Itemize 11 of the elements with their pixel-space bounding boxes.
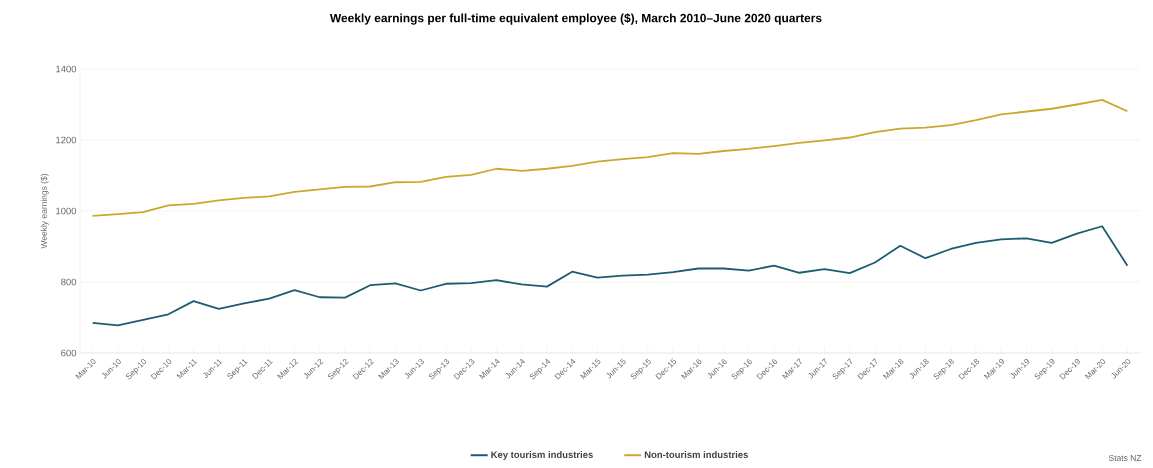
y-tick-label: 600 — [61, 349, 77, 357]
line-series — [91, 225, 1129, 327]
y-tick-label: 1400 — [56, 65, 77, 73]
chart-title: Weekly earnings per full-time equivalent employee ($), March 2010–June 2020 quarters — [329, 13, 822, 25]
y-tick-label: 1200 — [56, 136, 77, 144]
y-axis-title: Weekly earnings ($) — [40, 173, 49, 249]
text: Stats NZ — [1108, 454, 1142, 461]
legend-label: Non-tourism industries — [644, 451, 748, 458]
y-tick-label: 800 — [61, 278, 77, 286]
legend-label: Key tourism industries — [491, 451, 593, 460]
y-tick-label: 1000 — [56, 207, 77, 215]
